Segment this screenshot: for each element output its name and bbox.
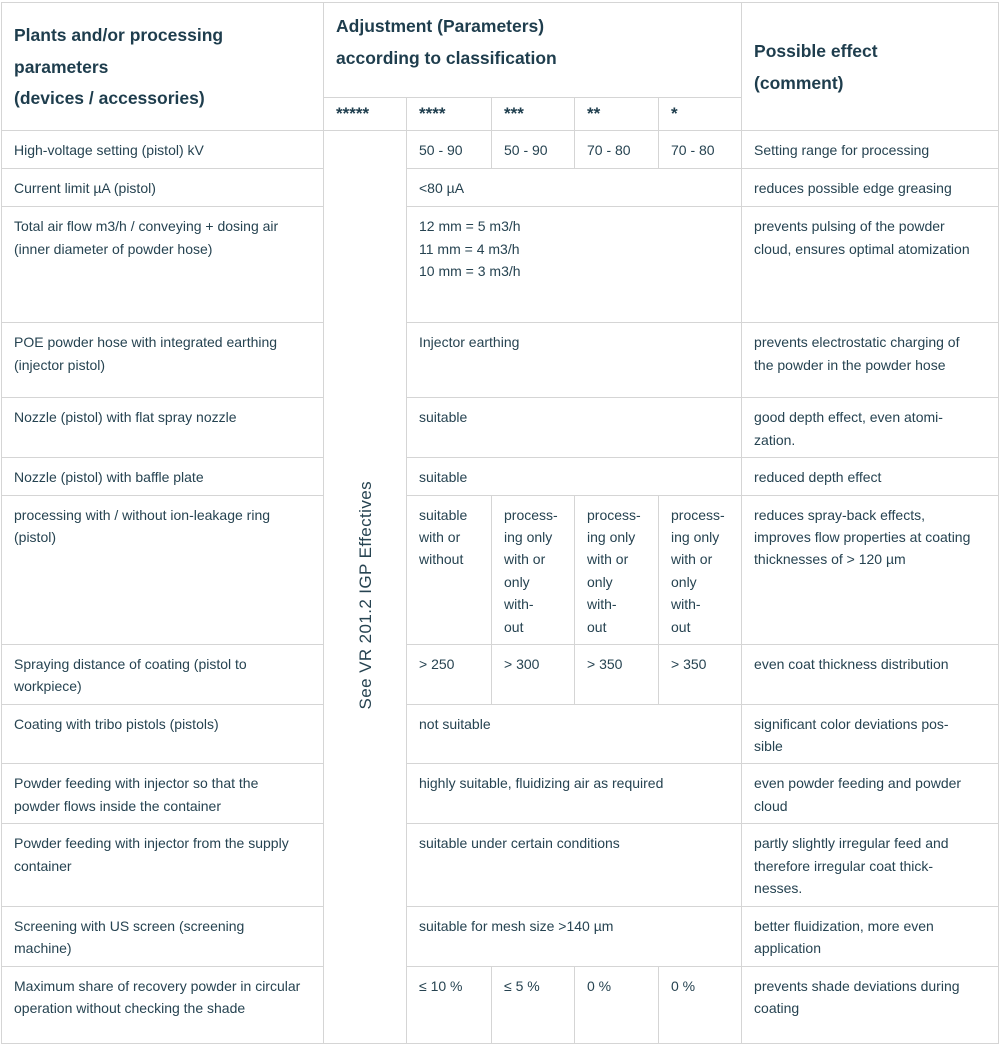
effect-cell: Setting range for processing: [741, 130, 1000, 170]
table-row: High-voltage setting (pistol) kV See VR …: [1, 130, 1000, 1044]
param-cell: Total air flow m3/h / conveying + dosing…: [1, 206, 324, 324]
effect-cell: significant color deviations pos- sible: [741, 703, 1000, 765]
table-row: Powder feeding with injector from the su…: [1, 823, 1000, 907]
value-cell: suitable for mesh size >140 µm: [405, 905, 743, 967]
value-cell: 70 - 80: [657, 130, 743, 170]
param-cell: Screening with US screen (screening mach…: [1, 905, 324, 967]
table-row: Current limit µA (pistol) <80 µA reduces…: [1, 168, 1000, 208]
value-cell: 0 %: [657, 965, 743, 1044]
param-cell: processing with / without ion-leakage ri…: [1, 494, 324, 645]
value-cell: 12 mm = 5 m3/h 11 mm = 4 m3/h 10 mm = 3 …: [405, 206, 743, 324]
param-cell: Powder feeding with injector from the su…: [1, 823, 324, 907]
column-header-adjustment: Adjustment (Parameters) according to cla…: [322, 2, 743, 98]
param-cell: POE powder hose with integrated earthing…: [1, 322, 324, 399]
effect-cell: prevents electrostatic charging of the p…: [741, 322, 1000, 399]
table-row: Coating with tribo pistols (pistols) not…: [1, 703, 1000, 765]
effect-cell: reduced depth effect: [741, 457, 1000, 496]
value-cell: ≤ 10 %: [406, 965, 492, 1044]
value-cell: > 250: [406, 643, 492, 705]
param-cell: Spraying distance of coating (pistol to …: [1, 643, 324, 705]
effect-cell: good depth effect, even atomi- zation.: [741, 397, 1000, 459]
table-row: Nozzle (pistol) with baffle plate suitab…: [1, 457, 1000, 496]
table-row: Total air flow m3/h / conveying + dosing…: [1, 206, 1000, 324]
effect-cell: even coat thickness distribution: [741, 643, 1000, 705]
effect-cell: even powder feeding and powder cloud: [741, 763, 1000, 825]
value-cell: 0 %: [574, 965, 659, 1044]
value-cell: > 300: [491, 643, 575, 705]
star-header-1: *: [657, 96, 743, 132]
value-cell: process- ing only with or only with- out: [574, 494, 659, 645]
table-row: POE powder hose with integrated earthing…: [1, 322, 1000, 399]
value-cell: ≤ 5 %: [491, 965, 575, 1044]
param-cell: High-voltage setting (pistol) kV: [1, 130, 324, 170]
table-row: processing with / without ion-leakage ri…: [1, 494, 1000, 645]
value-cell: <80 µA: [405, 168, 743, 208]
effect-cell: prevents pulsing of the powder cloud, en…: [741, 206, 1000, 324]
value-cell: highly suitable, fluidizing air as requi…: [405, 763, 743, 825]
value-cell: > 350: [574, 643, 659, 705]
value-cell: process- ing only with or only with- out: [657, 494, 743, 645]
effect-cell: prevents shade deviations during coating: [741, 965, 1000, 1044]
star-header-3: ***: [491, 96, 575, 132]
star-header-5: *****: [323, 96, 407, 132]
param-cell: Nozzle (pistol) with flat spray nozzle: [1, 397, 324, 459]
stars-header-row: ***** **** *** ** *: [2, 96, 999, 132]
param-cell: Powder feeding with injector so that the…: [1, 763, 324, 825]
value-cell: > 350: [657, 643, 743, 705]
value-cell: suitable under certain conditions: [405, 823, 743, 907]
param-cell: Coating with tribo pistols (pistols): [1, 703, 324, 765]
star-header-2: **: [574, 96, 659, 132]
effect-cell: better fluidization, more even applicati…: [741, 905, 1000, 967]
value-cell: suitable: [405, 457, 743, 496]
effect-cell: reduces spray-back effects, improves flo…: [741, 494, 1000, 645]
value-cell: 70 - 80: [574, 130, 659, 170]
table-row: Maximum share of recovery powder in circ…: [1, 965, 1000, 1044]
value-cell: not suitable: [405, 703, 743, 765]
effect-cell: reduces possible edge greasing: [741, 168, 1000, 208]
value-cell: suitable with or without: [406, 494, 492, 645]
column-header-parameters: Plants and/or processing parameters (dev…: [1, 1, 324, 132]
value-cell: 50 - 90: [406, 130, 492, 170]
value-cell: process- ing only with or only with- out: [491, 494, 575, 645]
value-cell: suitable: [405, 397, 743, 459]
rotated-label-cell: See VR 201.2 IGP Effectives: [323, 130, 407, 1044]
value-cell: Injector earthing: [405, 322, 743, 399]
table-row: Nozzle (pistol) with flat spray nozzle s…: [1, 397, 1000, 459]
param-cell: Maximum share of recovery powder in circ…: [1, 965, 324, 1044]
value-cell: 50 - 90: [491, 130, 575, 170]
param-cell: Nozzle (pistol) with baffle plate: [1, 457, 324, 496]
effect-cell: partly slightly irregular feed and there…: [741, 823, 1000, 907]
rotated-label: See VR 201.2 IGP Effectives: [355, 480, 375, 710]
param-cell: Current limit µA (pistol): [1, 168, 324, 208]
star-header-4: ****: [406, 96, 492, 132]
table-row: Powder feeding with injector so that the…: [1, 763, 1000, 825]
header-row: Plants and/or processing parameters (dev…: [1, 1, 1000, 132]
table-row: Spraying distance of coating (pistol to …: [1, 643, 1000, 705]
table-row: Screening with US screen (screening mach…: [1, 905, 1000, 967]
column-header-effect: Possible effect (comment): [741, 1, 1000, 132]
